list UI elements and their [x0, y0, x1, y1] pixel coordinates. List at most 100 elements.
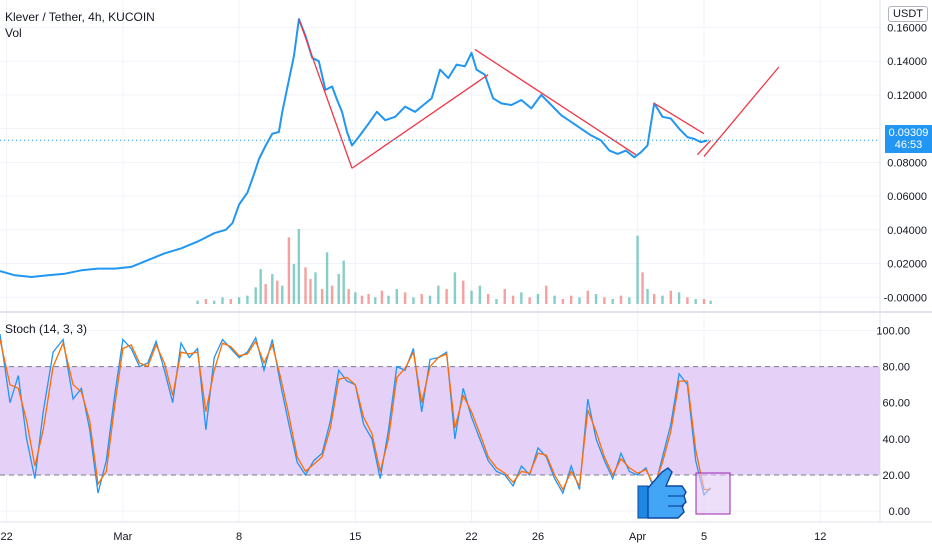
trendline: [298, 18, 353, 169]
stoch-axis-label: 60.00: [882, 398, 910, 410]
volume-bar: [420, 294, 423, 304]
volume-bar: [619, 295, 623, 304]
time-axis-label: 22: [1, 531, 13, 543]
volume-bar: [246, 295, 249, 304]
trendline: [474, 48, 637, 156]
time-axis-label: 15: [349, 531, 361, 543]
volume-bar: [347, 289, 350, 304]
volume-bar: [553, 295, 556, 304]
trendline: [653, 102, 705, 135]
volume-bar: [686, 297, 689, 304]
stoch-legend: Stoch (14, 3, 3): [5, 322, 88, 336]
volume-bar: [237, 297, 241, 304]
volume-bar: [337, 274, 340, 304]
time-axis-label: 8: [236, 531, 242, 543]
trendline: [703, 66, 780, 157]
volume-bar: [380, 290, 384, 304]
volume-bar: [292, 264, 296, 304]
volume-bar: [636, 235, 639, 304]
time-axis-label: 5: [701, 531, 707, 543]
volume-bar: [569, 295, 573, 304]
volume-bar: [462, 280, 465, 304]
volume-bar: [297, 229, 301, 304]
volume-bar: [594, 294, 598, 304]
volume-bar: [694, 299, 697, 304]
stoch-k-line: [0, 334, 712, 497]
volume-bar: [511, 295, 515, 304]
volume-bar: [677, 292, 681, 304]
volume-bar: [276, 280, 279, 304]
volume-bar: [702, 299, 706, 304]
volume-bar: [603, 297, 606, 304]
volume-bar: [628, 297, 631, 304]
currency-selector[interactable]: USDT: [888, 6, 928, 22]
volume-bar: [367, 294, 370, 304]
time-axis-label: 12: [814, 531, 826, 543]
volume-bar: [204, 299, 208, 304]
volume-bar: [309, 279, 312, 304]
volume-bar: [360, 295, 364, 304]
volume-bar: [528, 297, 531, 304]
volume-bar: [229, 299, 232, 304]
volume-bar: [709, 300, 712, 304]
trendline: [351, 74, 489, 169]
volume-bar: [395, 289, 399, 304]
volume-bar: [403, 292, 407, 304]
volume-bar: [304, 267, 307, 304]
volume-bar: [330, 285, 334, 304]
volume-bars: [196, 229, 712, 304]
price-axis-label: 0.08000: [887, 157, 927, 169]
volume-bar: [669, 290, 672, 304]
volume-bar: [646, 289, 649, 304]
price-axis-label: 0.04000: [887, 225, 927, 237]
volume-bar: [387, 295, 390, 304]
time-axis-label: Apr: [629, 531, 646, 543]
time-axis-label: 26: [532, 531, 544, 543]
volume-bar: [520, 292, 523, 304]
volume-bar: [652, 294, 656, 304]
price-axis-label: 0.02000: [887, 259, 927, 271]
price-axis-label: 0.12000: [887, 90, 927, 102]
stoch-series: [0, 334, 712, 497]
volume-bar: [374, 297, 377, 304]
volume-bar: [586, 290, 589, 304]
volume-bar: [578, 297, 581, 304]
volume-bar: [342, 260, 345, 304]
stoch-band: [0, 366, 880, 476]
price-line: [0, 18, 708, 278]
stoch-axis-label: 80.00: [882, 362, 910, 374]
volume-bar: [661, 295, 664, 304]
volume-bar: [320, 289, 324, 304]
volume-bar: [325, 252, 329, 304]
volume-bar: [428, 295, 432, 304]
stoch-axis-label: 40.00: [882, 434, 910, 446]
volume-bar: [611, 299, 614, 304]
volume-bar: [259, 269, 262, 304]
volume-bar: [641, 272, 644, 304]
stoch-axis-label: 100.00: [876, 325, 910, 337]
volume-bar: [445, 289, 448, 304]
volume-bar: [287, 237, 291, 304]
stoch-d-line: [0, 339, 711, 491]
stoch-axis-label: 0.00: [889, 506, 910, 518]
volume-bar: [478, 285, 482, 304]
volume-bar: [495, 299, 498, 304]
stoch-axis-label: 20.00: [882, 470, 910, 482]
price-axis-label: 0.06000: [887, 191, 927, 203]
volume-bar: [354, 292, 357, 304]
volume-bar: [437, 285, 440, 304]
volume-bar: [470, 290, 473, 304]
volume-bar: [314, 272, 317, 304]
price-axis-label: 0.14000: [887, 56, 927, 68]
trendlines: [298, 18, 780, 169]
volume-bar: [221, 297, 224, 304]
highlight-box: [695, 472, 731, 515]
volume-bar: [503, 289, 506, 304]
volume-bar: [271, 274, 274, 304]
thumbs-up-icon: [637, 467, 687, 519]
volume-bar: [561, 299, 565, 304]
volume-bar: [412, 297, 415, 304]
price-series: [0, 18, 708, 278]
time-axis-label: 22: [465, 531, 477, 543]
